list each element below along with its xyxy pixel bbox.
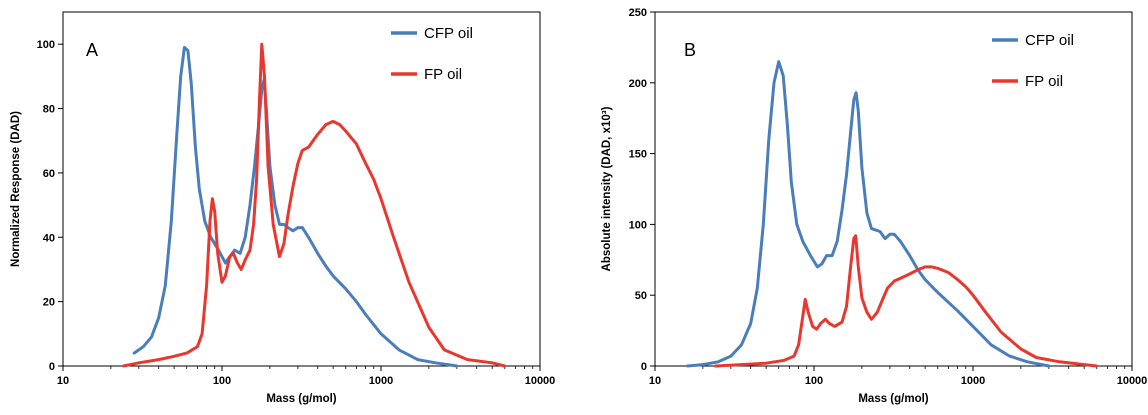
panel-a-x-tick-label: 10 <box>57 375 69 387</box>
panel-b-x-tick-label: 1000 <box>961 375 985 387</box>
panel-b-x-tick-label: 100 <box>805 375 823 387</box>
panel-b-y-tick-label: 250 <box>629 7 647 19</box>
panel-a-x-tick-label: 10000 <box>525 375 556 387</box>
panel-a-plot-frame <box>62 11 541 367</box>
panel-a-y-tick-label: 100 <box>37 39 55 51</box>
panel-b-panel-label: B <box>684 40 696 60</box>
panel-b-x-axis-label: Mass (g/mol) <box>858 393 928 405</box>
panel-b-y-tick-label: 150 <box>629 149 647 161</box>
panel-a-x-tick-label: 1000 <box>369 375 393 387</box>
panel-b-x-tick-label: 10000 <box>1117 375 1148 387</box>
panel-b-y-tick-label: 0 <box>641 361 647 373</box>
panel-a-x-tick-label: 100 <box>213 375 231 387</box>
panel-b-legend-label-fp-oil: FP oil <box>1025 73 1063 90</box>
panel-b-y-tick-label: 50 <box>635 290 647 302</box>
panel-b-y-tick-label: 200 <box>629 78 647 90</box>
panel-b-series-line-fp-oil <box>714 234 1099 368</box>
panel-a-y-tick-label: 40 <box>43 232 55 244</box>
panel-a-series-line-fp-oil <box>122 42 507 368</box>
panel-a-y-tick-label: 80 <box>43 104 55 116</box>
panel-b-y-axis-label: Absolute intensity (DAD, x10³) <box>601 106 613 271</box>
panel-a-panel-label: A <box>86 40 98 60</box>
panel-b-legend-label-cfp-oil: CFP oil <box>1025 32 1074 49</box>
panel-b-x-tick-label: 10 <box>649 375 661 387</box>
panel-b-series-line-cfp-oil <box>686 60 1051 368</box>
panel-a-x-axis-label: Mass (g/mol) <box>266 393 336 405</box>
panel-a-legend-label-cfp-oil: CFP oil <box>424 25 473 42</box>
panel-a-y-tick-label: 60 <box>43 168 55 180</box>
panel-b-y-tick-label: 100 <box>629 219 647 231</box>
panel-a-y-tick-label: 0 <box>49 361 55 373</box>
panel-a-series-line-cfp-oil <box>132 45 459 368</box>
panel-a-y-tick-label: 20 <box>43 297 55 309</box>
panel-b-plot-frame <box>654 11 1133 367</box>
panel-a-legend-label-fp-oil: FP oil <box>424 66 462 83</box>
panel-a-y-axis-label: Normalized Response (DAD) <box>10 111 22 267</box>
